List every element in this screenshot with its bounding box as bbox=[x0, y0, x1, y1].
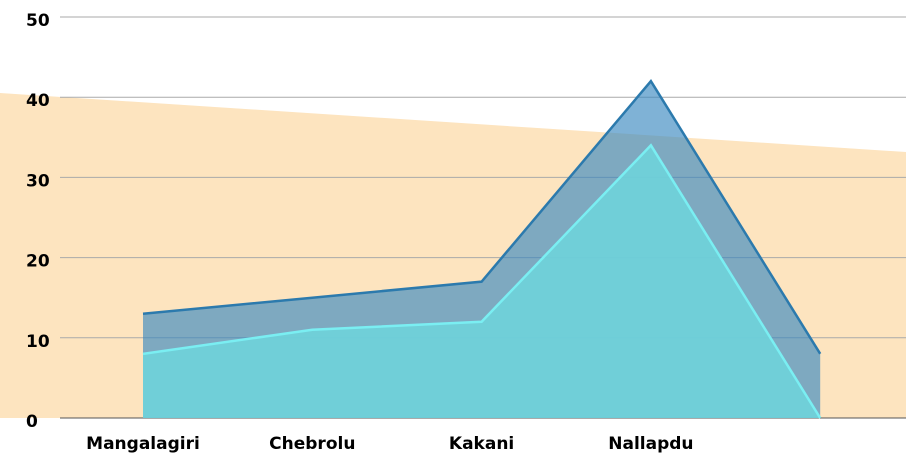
y-tick-label: 0 bbox=[26, 412, 38, 432]
area-line bbox=[142, 79, 822, 355]
x-tick-label: Mangalagiri bbox=[86, 434, 200, 454]
y-tick-label: 20 bbox=[26, 252, 50, 272]
area-line bbox=[142, 143, 822, 419]
x-tick-label: Kakani bbox=[449, 434, 514, 454]
y-tick-label: 30 bbox=[26, 171, 50, 191]
x-tick-label: Chebrolu bbox=[269, 434, 355, 454]
y-tick-label: 10 bbox=[26, 332, 50, 352]
x-tick-label: Nallapdu bbox=[608, 434, 693, 454]
y-tick-label: 40 bbox=[26, 91, 50, 111]
area bbox=[143, 145, 821, 418]
y-tick-label: 50 bbox=[26, 11, 50, 31]
